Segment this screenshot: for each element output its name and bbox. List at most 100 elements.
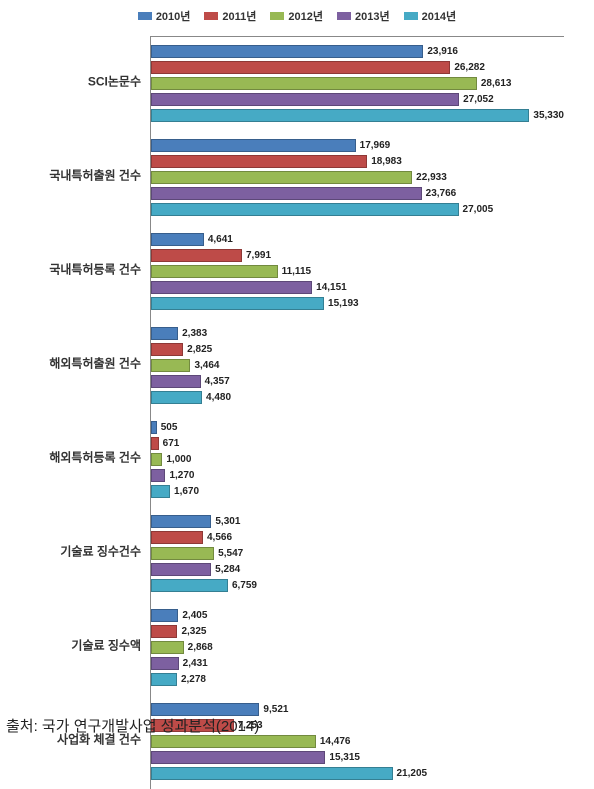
bar	[151, 421, 157, 434]
bar-row: 2,325	[151, 624, 564, 639]
category-label: 해외특허등록 건수	[1, 448, 141, 465]
bar-row: 27,052	[151, 92, 564, 107]
bar-value-label: 4,641	[208, 234, 233, 245]
bar-row: 22,933	[151, 170, 564, 185]
bar-row: 5,547	[151, 546, 564, 561]
bar-row: 4,641	[151, 232, 564, 247]
bar	[151, 265, 278, 278]
bar	[151, 139, 356, 152]
bar-value-label: 15,315	[329, 752, 360, 763]
category-group: 국내특허등록 건수4,6417,99111,11514,15115,193	[151, 225, 564, 319]
category-label: 기술료 징수건수	[1, 542, 141, 559]
legend-item: 2013년	[337, 8, 390, 24]
category-label: 국내특허출원 건수	[1, 166, 141, 183]
bar-row: 4,480	[151, 390, 564, 405]
bar-row: 671	[151, 436, 564, 451]
bar	[151, 359, 190, 372]
bar	[151, 547, 214, 560]
legend-swatch	[270, 12, 284, 20]
bar-value-label: 27,005	[463, 204, 494, 215]
bar	[151, 109, 529, 122]
bar-value-label: 11,115	[282, 266, 311, 277]
bar	[151, 515, 211, 528]
bar-value-label: 2,405	[182, 610, 207, 621]
bar	[151, 187, 422, 200]
bar	[151, 563, 211, 576]
bar-row: 18,983	[151, 154, 564, 169]
bar	[151, 155, 367, 168]
bar	[151, 297, 324, 310]
bar-value-label: 28,613	[481, 78, 512, 89]
bar-row: 15,315	[151, 750, 564, 765]
source-citation: 출처: 국가 연구개발사업 성과분석(2014)	[6, 715, 259, 736]
bar-row: 1,000	[151, 452, 564, 467]
bar-row: 505	[151, 420, 564, 435]
category-label: SCI논문수	[1, 72, 141, 89]
bar-value-label: 4,480	[206, 392, 231, 403]
bar	[151, 203, 459, 216]
bar	[151, 767, 393, 780]
bar	[151, 327, 178, 340]
bar	[151, 625, 177, 638]
bar-row: 4,357	[151, 374, 564, 389]
bar-row: 2,825	[151, 342, 564, 357]
bar-value-label: 3,464	[194, 360, 219, 371]
bar-row: 2,405	[151, 608, 564, 623]
bar-value-label: 1,000	[166, 454, 191, 465]
bar-value-label: 6,759	[232, 580, 257, 591]
bar-row: 15,193	[151, 296, 564, 311]
bar-row: 5,284	[151, 562, 564, 577]
bar-value-label: 5,301	[215, 516, 240, 527]
bar	[151, 249, 242, 262]
bar-row: 1,670	[151, 484, 564, 499]
bar-row: 21,205	[151, 766, 564, 781]
bar-row: 23,916	[151, 44, 564, 59]
category-group: 기술료 징수건수5,3014,5665,5475,2846,759	[151, 507, 564, 601]
bar	[151, 61, 450, 74]
bar-row: 2,868	[151, 640, 564, 655]
bar-row: 2,431	[151, 656, 564, 671]
bar-value-label: 4,357	[205, 376, 230, 387]
bar-row: 6,759	[151, 578, 564, 593]
bar-value-label: 2,383	[182, 328, 207, 339]
bar-row: 26,282	[151, 60, 564, 75]
bar-value-label: 5,547	[218, 548, 243, 559]
bar-row: 14,151	[151, 280, 564, 295]
bar	[151, 641, 184, 654]
bar-value-label: 5,284	[215, 564, 240, 575]
bar-row: 2,278	[151, 672, 564, 687]
category-group: 기술료 징수액2,4052,3252,8682,4312,278	[151, 601, 564, 695]
bar-row: 5,301	[151, 514, 564, 529]
legend-item: 2010년	[138, 8, 191, 24]
legend-label: 2011년	[222, 8, 256, 24]
bar-value-label: 23,766	[426, 188, 457, 199]
legend-label: 2010년	[156, 8, 191, 24]
bar-value-label: 15,193	[328, 298, 359, 309]
bar-value-label: 2,868	[188, 642, 213, 653]
bar	[151, 281, 312, 294]
chart-plot-area: SCI논문수23,91626,28228,61327,05235,330국내특허…	[150, 36, 564, 789]
bar-value-label: 4,566	[207, 532, 232, 543]
bar-value-label: 2,431	[183, 658, 208, 669]
category-group: SCI논문수23,91626,28228,61327,05235,330	[151, 37, 564, 131]
category-group: 해외특허등록 건수5056711,0001,2701,670	[151, 413, 564, 507]
bar-row: 17,969	[151, 138, 564, 153]
bar	[151, 45, 423, 58]
legend-item: 2011년	[204, 8, 256, 24]
bar-row: 27,005	[151, 202, 564, 217]
bar	[151, 437, 159, 450]
legend-swatch	[138, 12, 152, 20]
bar	[151, 343, 183, 356]
bar-value-label: 14,151	[316, 282, 347, 293]
legend-item: 2012년	[270, 8, 323, 24]
bar-row: 35,330	[151, 108, 564, 123]
bar-value-label: 9,521	[263, 704, 288, 715]
bar	[151, 579, 228, 592]
legend-label: 2014년	[422, 8, 457, 24]
bar-value-label: 21,205	[397, 768, 428, 779]
bar-value-label: 1,270	[169, 470, 194, 481]
legend-swatch	[404, 12, 418, 20]
category-group: 국내특허출원 건수17,96918,98322,93323,76627,005	[151, 131, 564, 225]
bar-value-label: 35,330	[533, 110, 564, 121]
bar-row: 11,115	[151, 264, 564, 279]
